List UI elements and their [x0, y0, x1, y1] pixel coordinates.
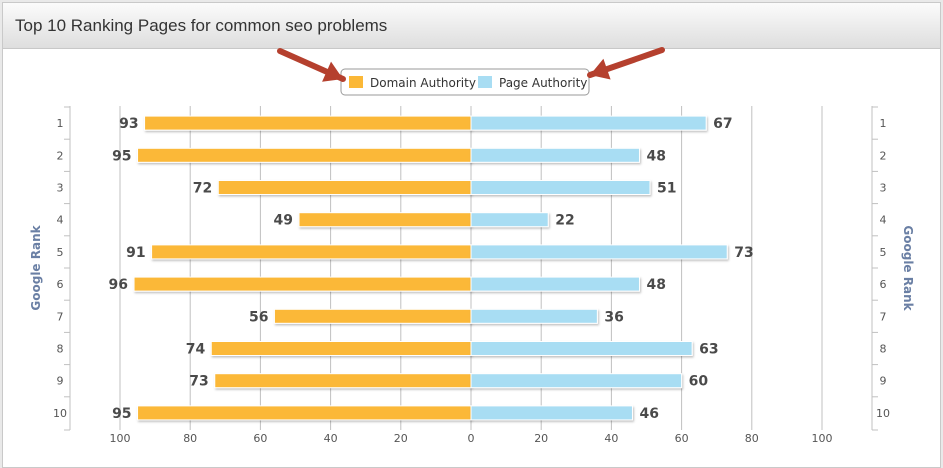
left-rank-label: 4 — [57, 214, 64, 227]
data-label-domain: 56 — [249, 309, 268, 325]
data-label-page: 60 — [689, 374, 709, 390]
right-rank-label: 9 — [880, 375, 887, 388]
arrow-head — [322, 61, 343, 82]
bar-domain-authority — [217, 180, 472, 195]
data-label-domain: 93 — [119, 116, 138, 132]
bar-domain-authority — [133, 276, 472, 292]
y-axis-title-right: Google Rank — [901, 225, 915, 311]
bar-domain-authority — [210, 341, 472, 356]
data-label-domain: 95 — [112, 406, 131, 422]
legend-label-page[interactable]: Page Authority — [499, 76, 587, 90]
chart-header: Top 10 Ranking Pages for common seo prob… — [3, 3, 940, 49]
x-tick-label: 60 — [253, 432, 267, 445]
data-label-domain: 95 — [112, 148, 131, 164]
bar-domain-authority — [298, 212, 472, 228]
annotation-arrow-right — [587, 47, 665, 80]
bar-page-authority — [470, 308, 598, 324]
bar-page-authority — [470, 373, 683, 389]
x-tick-label: 100 — [110, 432, 131, 445]
left-rank-label: 1 — [57, 117, 64, 130]
legend-swatch-domain — [349, 76, 363, 88]
right-rank-label: 8 — [880, 343, 887, 356]
bar-domain-authority — [273, 308, 472, 324]
data-label-page: 51 — [657, 181, 676, 197]
left-rank-label: 10 — [53, 407, 67, 420]
right-rank-label: 5 — [880, 246, 887, 259]
x-tick-label: 60 — [675, 432, 689, 445]
bar-page-authority — [470, 180, 651, 195]
arrow-head — [590, 58, 611, 80]
x-tick-label: 40 — [604, 432, 618, 445]
left-rank-label: 3 — [57, 182, 64, 195]
data-label-domain: 49 — [274, 213, 293, 229]
left-rank-label: 8 — [57, 343, 64, 356]
chart-title: Top 10 Ranking Pages for common seo prob… — [15, 16, 388, 35]
data-label-page: 63 — [699, 342, 718, 358]
left-rank-label: 5 — [57, 246, 64, 259]
data-label-domain: 74 — [186, 342, 206, 358]
bar-domain-authority — [214, 373, 472, 389]
data-label-page: 67 — [713, 116, 732, 132]
left-rank-label: 7 — [57, 310, 64, 323]
x-tick-label: 80 — [745, 432, 759, 445]
right-rank-label: 3 — [880, 182, 887, 195]
data-label-domain: 73 — [189, 374, 208, 390]
right-rank-label: 10 — [876, 407, 890, 420]
bar-page-authority — [470, 212, 549, 228]
annotation-arrow-left — [277, 48, 346, 82]
bar-page-authority — [470, 276, 640, 292]
bar-page-authority — [470, 147, 640, 163]
left-rank-label: 2 — [57, 149, 64, 162]
data-label-page: 36 — [604, 309, 623, 325]
right-rank-label: 6 — [880, 278, 887, 291]
right-rank-label: 2 — [880, 149, 887, 162]
data-label-page: 48 — [646, 277, 665, 293]
y-axis-title-left: Google Rank — [29, 224, 43, 310]
right-rank-label: 1 — [880, 117, 887, 130]
data-label-page: 46 — [639, 406, 658, 422]
bar-page-authority — [470, 405, 633, 421]
x-tick-label: 0 — [468, 432, 475, 445]
data-label-page: 48 — [646, 148, 665, 164]
right-rank-label: 4 — [880, 214, 887, 227]
legend-swatch-page — [478, 76, 492, 88]
bar-domain-authority — [151, 244, 472, 260]
x-tick-label: 20 — [394, 432, 408, 445]
data-label-page: 22 — [555, 213, 574, 229]
legend-box — [340, 68, 590, 96]
bar-domain-authority — [144, 115, 472, 131]
data-label-domain: 72 — [193, 181, 212, 197]
left-rank-label: 9 — [57, 375, 64, 388]
data-label-domain: 96 — [109, 277, 128, 293]
bar-page-authority — [470, 244, 728, 260]
data-label-domain: 91 — [126, 245, 145, 261]
x-tick-label: 80 — [183, 432, 197, 445]
bar-page-authority — [470, 341, 693, 356]
bar-domain-authority — [137, 147, 472, 163]
bar-domain-authority — [137, 405, 472, 421]
x-tick-label: 20 — [534, 432, 548, 445]
bar-page-authority — [470, 115, 707, 131]
data-label-page: 73 — [734, 245, 753, 261]
left-rank-label: 6 — [57, 278, 64, 291]
right-rank-label: 7 — [880, 310, 887, 323]
x-tick-label: 40 — [324, 432, 338, 445]
x-tick-label: 100 — [812, 432, 833, 445]
legend-label-domain[interactable]: Domain Authority — [370, 76, 476, 90]
